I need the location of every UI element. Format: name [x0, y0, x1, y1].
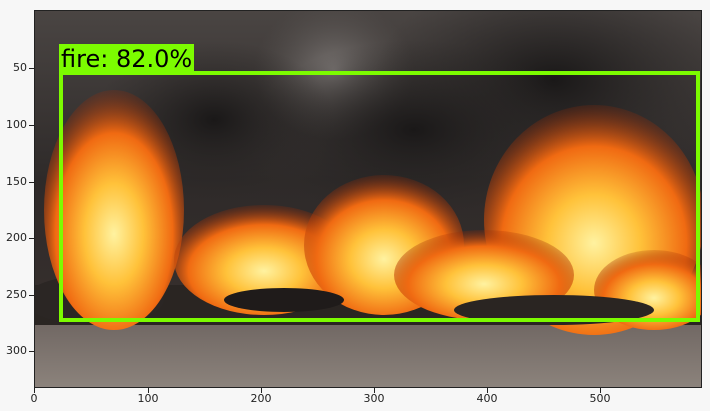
y-tick — [29, 125, 34, 126]
y-tick-label: 250 — [6, 288, 27, 301]
y-tick — [29, 351, 34, 352]
x-tick-label: 400 — [476, 392, 498, 405]
x-tick-label: 500 — [589, 392, 611, 405]
x-tick — [600, 388, 601, 393]
y-tick-label: 50 — [13, 61, 27, 74]
y-tick — [29, 182, 34, 183]
x-tick — [34, 388, 35, 393]
x-tick — [487, 388, 488, 393]
y-tick — [29, 238, 34, 239]
detection-bounding-box — [59, 71, 700, 322]
x-tick — [374, 388, 375, 393]
x-tick-label: 100 — [137, 392, 159, 405]
detection-label: fire: 82.0% — [59, 44, 195, 74]
y-tick-label: 100 — [6, 118, 27, 131]
y-tick — [29, 68, 34, 69]
y-tick — [29, 295, 34, 296]
x-tick — [148, 388, 149, 393]
y-tick-label: 300 — [6, 344, 27, 357]
x-tick-label: 0 — [30, 392, 38, 405]
y-tick-label: 200 — [6, 231, 27, 244]
y-tick-label: 150 — [6, 175, 27, 188]
x-tick-label: 200 — [250, 392, 272, 405]
x-tick-label: 300 — [363, 392, 385, 405]
x-tick — [261, 388, 262, 393]
